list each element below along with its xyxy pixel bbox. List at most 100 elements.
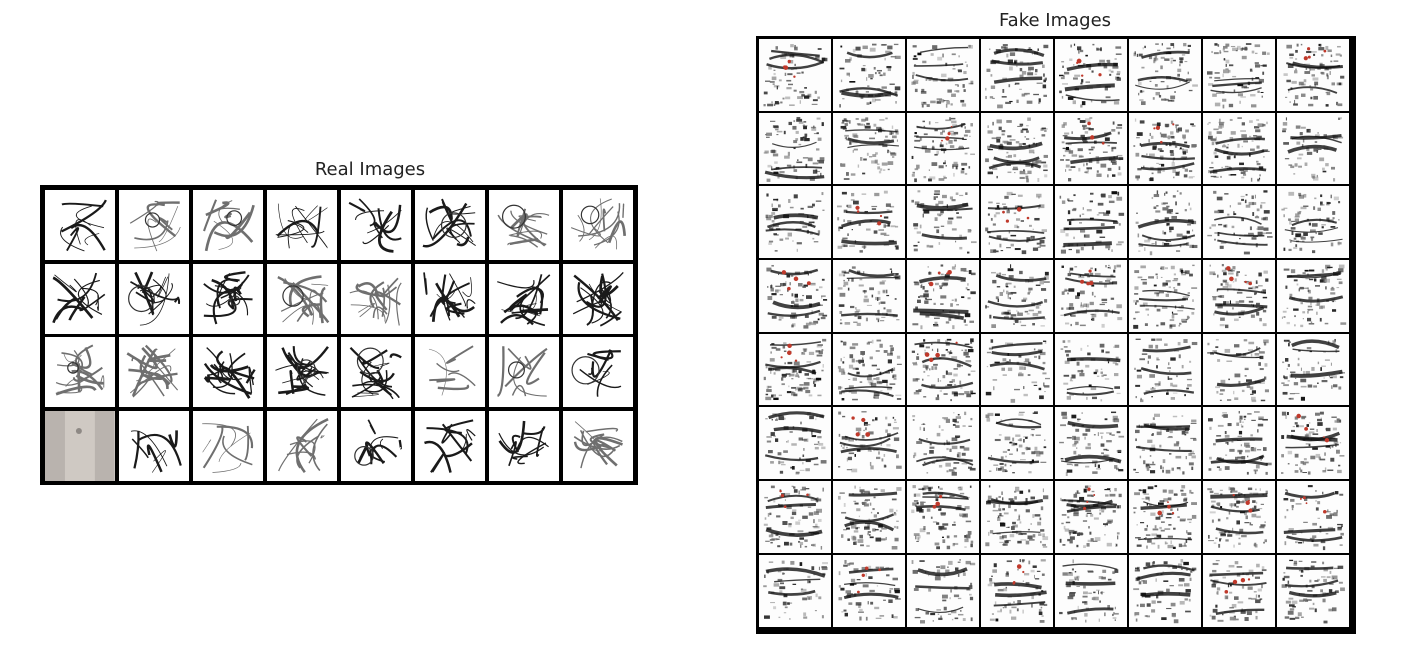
fake-image-thumbnail [1055,260,1127,332]
fake-image-thumbnail [833,333,905,406]
fake-image-thumbnail [907,39,979,111]
fake-image-thumbnail [833,260,905,332]
fake-image-thumbnail [907,333,979,406]
real-image-thumbnail [488,410,559,481]
real-image-thumbnail [192,190,263,260]
real-image-thumbnail [562,190,633,260]
fake-image-thumbnail [759,39,831,111]
fake-image-thumbnail [759,481,831,553]
fake-image-thumbnail [1277,333,1349,406]
fake-image-thumbnail [1277,260,1349,332]
fake-image-thumbnail [981,39,1053,111]
real-image-thumbnail [340,410,411,481]
fake-image-thumbnail [1203,260,1275,332]
fake-image-thumbnail [1129,39,1201,111]
real-image-thumbnail [118,263,189,334]
fake-image-thumbnail [981,407,1053,480]
real-image-thumbnail [266,263,337,334]
real-image-thumbnail [488,337,559,407]
real-image-thumbnail [562,410,633,481]
real-image-thumbnail [340,263,411,334]
real-image-thumbnail [488,263,559,334]
real-image-thumbnail [266,410,337,481]
fake-image-thumbnail [1203,112,1275,185]
fake-image-thumbnail [759,407,831,480]
fake-image-thumbnail [1129,481,1201,553]
fake-image-thumbnail [1277,554,1349,627]
fake-image-thumbnail [981,333,1053,406]
fake-image-thumbnail [907,481,979,553]
fake-image-thumbnail [907,554,979,627]
fake-image-thumbnail [907,260,979,332]
real-image-thumbnail [414,337,485,407]
real-image-thumbnail [118,410,189,481]
fake-image-thumbnail [1277,112,1349,185]
fake-image-thumbnail [833,112,905,185]
fake-image-thumbnail [759,333,831,406]
fake-images-title: Fake Images [998,10,1112,31]
fake-image-thumbnail [1055,39,1127,111]
real-image-thumbnail [414,410,485,481]
real-image-thumbnail [45,410,115,481]
real-image-thumbnail [414,190,485,260]
fake-image-thumbnail [1055,481,1127,553]
fake-image-thumbnail [1055,333,1127,406]
fake-image-thumbnail [1203,333,1275,406]
fake-image-thumbnail [981,112,1053,185]
real-image-thumbnail [192,410,263,481]
real-images-title: Real Images [314,159,426,180]
fake-image-thumbnail [833,407,905,480]
fake-image-thumbnail [907,407,979,480]
fake-image-thumbnail [833,186,905,259]
fake-images-grid [756,36,1356,634]
fake-image-thumbnail [1129,186,1201,259]
fake-image-thumbnail [1129,260,1201,332]
fake-image-thumbnail [981,554,1053,627]
fake-image-thumbnail [981,481,1053,553]
fake-image-thumbnail [833,39,905,111]
fake-image-thumbnail [1055,554,1127,627]
fake-image-thumbnail [1055,186,1127,259]
real-image-thumbnail [45,337,115,407]
fake-image-thumbnail [1129,407,1201,480]
fake-image-thumbnail [759,260,831,332]
fake-image-thumbnail [833,481,905,553]
real-image-thumbnail [266,190,337,260]
real-image-thumbnail [562,263,633,334]
fake-image-thumbnail [1129,554,1201,627]
fake-image-thumbnail [1203,554,1275,627]
fake-image-thumbnail [1277,407,1349,480]
fake-image-thumbnail [833,554,905,627]
real-image-thumbnail [118,190,189,260]
fake-image-thumbnail [907,112,979,185]
real-image-thumbnail [488,190,559,260]
real-image-thumbnail [192,337,263,407]
fake-image-thumbnail [907,186,979,259]
fake-image-thumbnail [1129,333,1201,406]
fake-image-thumbnail [759,186,831,259]
real-image-thumbnail [562,337,633,407]
fake-image-thumbnail [1129,112,1201,185]
fake-image-thumbnail [759,554,831,627]
fake-image-thumbnail [1203,481,1275,553]
fake-image-thumbnail [1203,186,1275,259]
fake-image-thumbnail [1055,407,1127,480]
fake-image-thumbnail [1277,39,1349,111]
fake-image-thumbnail [1203,407,1275,480]
real-image-thumbnail [340,337,411,407]
fake-image-thumbnail [1055,112,1127,185]
real-image-thumbnail [266,337,337,407]
fake-image-thumbnail [1277,186,1349,259]
real-image-thumbnail [118,337,189,407]
real-image-thumbnail [45,263,115,334]
real-image-thumbnail [45,190,115,260]
real-image-thumbnail [340,190,411,260]
fake-image-thumbnail [1277,481,1349,553]
fake-image-thumbnail [1203,39,1275,111]
real-image-thumbnail [192,263,263,334]
fake-image-thumbnail [981,260,1053,332]
real-image-thumbnail [414,263,485,334]
real-images-grid [40,185,638,485]
fake-image-thumbnail [759,112,831,185]
fake-image-thumbnail [981,186,1053,259]
